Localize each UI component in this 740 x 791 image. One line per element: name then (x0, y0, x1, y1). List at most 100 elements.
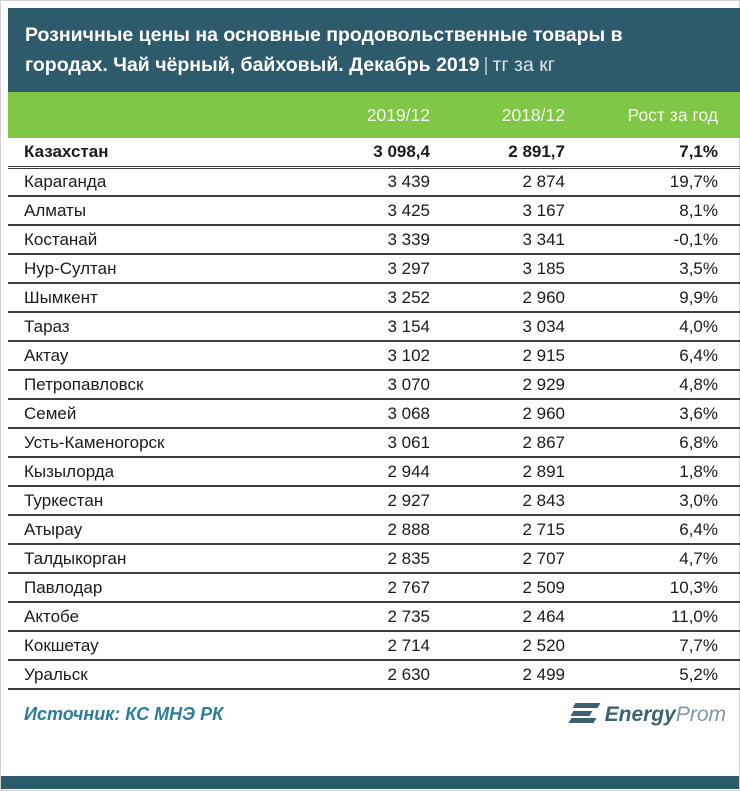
price-2019-cell: 3 098,4 (373, 141, 430, 161)
growth-cell: 4,7% (679, 548, 718, 568)
price-2019-cell: 2 714 (387, 635, 430, 655)
price-2018-cell: 2 464 (522, 606, 565, 626)
growth-cell: 6,4% (679, 519, 718, 539)
logo-text-energy: Energy (604, 703, 676, 726)
table-body: Казахстан 3 098,4 2 891,7 7,1% Караганда 3 43… (8, 138, 740, 689)
city-name-cell: Уральск (24, 664, 88, 684)
city-name-cell: Павлодар (24, 577, 103, 597)
price-2019-cell: 3 102 (387, 345, 430, 365)
price-2018-cell: 2 960 (522, 287, 565, 307)
city-name-cell: Семей (24, 403, 77, 423)
city-name-cell: Петропавловск (24, 374, 144, 394)
title-separator: | (483, 54, 489, 76)
table-row: Петропавловск 3 070 2 929 4,8% (8, 370, 740, 399)
price-2018-cell: 2 929 (522, 374, 565, 394)
price-2019-cell: 3 061 (387, 432, 430, 452)
growth-cell: 3,5% (679, 258, 718, 278)
price-2018-cell: 2 707 (522, 548, 565, 568)
price-2019-cell: 2 767 (387, 577, 430, 597)
table-row: Павлодар 2 767 2 509 10,3% (8, 573, 740, 602)
table-row: Шымкент 3 252 2 960 9,9% (8, 283, 740, 312)
city-name-cell: Актау (24, 345, 69, 365)
column-header-2018: 2018/12 (501, 104, 565, 125)
price-2019-cell: 2 835 (387, 548, 430, 568)
price-2019-cell: 3 068 (387, 403, 430, 423)
table-row: Кокшетау 2 714 2 520 7,7% (8, 631, 740, 660)
price-2019-cell: 2 888 (387, 519, 430, 539)
growth-cell: 3,0% (679, 490, 718, 510)
price-2019-cell: 3 439 (387, 171, 430, 191)
price-2018-cell: 2 867 (522, 432, 565, 452)
price-2019-cell: 3 339 (387, 229, 430, 249)
growth-cell: 19,7% (669, 171, 718, 191)
growth-cell: 3,6% (679, 403, 718, 423)
title-line-2-text: городах. Чай чёрный, байховый. Декабрь 2… (25, 54, 480, 76)
growth-cell: 11,0% (671, 606, 718, 626)
table-row: Караганда 3 439 2 874 19,7% (8, 167, 740, 196)
table-row: Талдыкорган 2 835 2 707 4,7% (8, 544, 740, 573)
city-name-cell: Караганда (24, 171, 107, 191)
growth-cell: 4,8% (679, 374, 718, 394)
city-name-cell: Актобе (24, 606, 80, 626)
price-2018-cell: 2 520 (522, 635, 565, 655)
growth-cell: 7,1% (679, 141, 718, 161)
price-2018-cell: 2 499 (522, 664, 565, 684)
energyprom-logo-text: EnergyProm (605, 702, 726, 727)
column-header-city (8, 92, 308, 138)
price-2019-cell: 3 070 (387, 374, 430, 394)
growth-cell: 6,8% (679, 432, 718, 452)
energyprom-logo: EnergyProm (568, 702, 726, 727)
city-name-cell: Тараз (24, 316, 70, 336)
price-2019-cell: 3 154 (387, 316, 430, 336)
price-2018-cell: 3 341 (522, 229, 565, 249)
price-2019-cell: 2 944 (387, 461, 430, 481)
bottom-accent-bar (1, 776, 739, 789)
price-2019-cell: 2 735 (387, 606, 430, 626)
city-name-cell: Талдыкорган (24, 548, 127, 568)
table-row: Алматы 3 425 3 167 8,1% (8, 196, 740, 225)
price-2018-cell: 2 509 (522, 577, 565, 597)
price-2018-cell: 3 034 (522, 316, 565, 336)
city-name-cell: Туркестан (24, 490, 104, 510)
growth-cell: 9,9% (679, 287, 718, 307)
price-2018-cell: 2 715 (522, 519, 565, 539)
table-row: Туркестан 2 927 2 843 3,0% (8, 486, 740, 515)
price-2018-cell: 2 891,7 (508, 141, 565, 161)
table-row: Тараз 3 154 3 034 4,0% (8, 312, 740, 341)
table-row: Усть-Каменогорск 3 061 2 867 6,8% (8, 428, 740, 457)
price-2019-cell: 3 252 (387, 287, 430, 307)
city-name-cell: Атырау (24, 519, 83, 539)
table-row: Кызылорда 2 944 2 891 1,8% (8, 457, 740, 486)
city-name-cell: Костанай (24, 229, 98, 249)
growth-cell: 1,8% (679, 461, 718, 481)
table-row: Нур-Султан 3 297 3 185 3,5% (8, 254, 740, 283)
growth-cell: -0,1% (673, 229, 718, 249)
table-row: Атырау 2 888 2 715 6,4% (8, 515, 740, 544)
price-2019-cell: 2 927 (387, 490, 430, 510)
price-2018-cell: 2 874 (522, 171, 565, 191)
title-line-1: Розничные цены на основные продовольстве… (25, 24, 623, 46)
price-2018-cell: 2 915 (522, 345, 565, 365)
title-bar: Розничные цены на основные продовольстве… (8, 8, 740, 92)
city-name-cell: Усть-Каменогорск (24, 432, 165, 452)
city-name-cell: Казахстан (24, 141, 109, 161)
city-name-cell: Кокшетау (24, 635, 99, 655)
price-2018-cell: 2 891 (522, 461, 565, 481)
footer: Источник: КС МНЭ РК EnergyProm (8, 690, 740, 737)
table-row: Актау 3 102 2 915 6,4% (8, 341, 740, 370)
column-header-growth: Рост за год (627, 104, 718, 125)
price-2018-cell: 3 167 (522, 200, 565, 220)
price-table: 2019/12 2018/12 Рост за год Казахстан 3 0… (8, 92, 740, 690)
city-name-cell: Шымкент (24, 287, 98, 307)
title-line-2: городах. Чай чёрный, байховый. Декабрь 2… (25, 50, 720, 80)
logo-text-prom: Prom (675, 703, 726, 726)
table-row: Костанай 3 339 3 341 -0,1% (8, 225, 740, 254)
price-2019-cell: 3 425 (387, 200, 430, 220)
source-label: Источник: КС МНЭ РК (24, 704, 224, 724)
table-header: 2019/12 2018/12 Рост за год (8, 92, 740, 138)
energyprom-logo-icon (568, 702, 601, 727)
price-2018-cell: 3 185 (522, 258, 565, 278)
price-2018-cell: 2 843 (522, 490, 565, 510)
price-2018-cell: 2 960 (522, 403, 565, 423)
